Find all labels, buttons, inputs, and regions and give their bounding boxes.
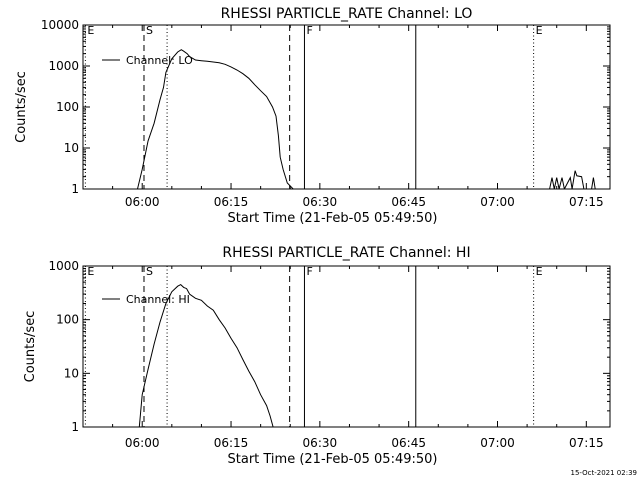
x-tick-label: 07:15 [569, 436, 604, 450]
event-marker-label: F [306, 24, 312, 37]
x-tick-label: 07:00 [480, 195, 515, 209]
x-tick-label: 06:00 [125, 436, 160, 450]
y-tick-label: 10000 [41, 18, 79, 32]
y-axis-label: Counts/sec [14, 71, 29, 143]
series-line-2 [549, 170, 610, 189]
series-line-1 [138, 283, 274, 427]
y-tick-label: 1 [71, 182, 79, 196]
y-axis-label: Counts/sec [23, 311, 38, 383]
x-axis-label: Start Time (21-Feb-05 05:49:50) [228, 211, 438, 226]
legend-label: Channel: LO [126, 54, 193, 67]
series-line-1 [137, 49, 294, 189]
x-tick-label: 06:15 [214, 195, 249, 209]
y-tick-label: 100 [56, 313, 79, 327]
event-marker-label: F [306, 265, 312, 278]
legend-label: Channel: HI [126, 293, 190, 306]
event-marker-label: S [146, 24, 153, 37]
y-tick-label: 1000 [48, 59, 79, 73]
x-tick-label: 07:15 [569, 195, 604, 209]
x-tick-label: 07:00 [480, 436, 515, 450]
y-tick-label: 10 [64, 366, 79, 380]
event-marker-label: E [87, 265, 94, 278]
plot-frame [82, 24, 611, 190]
event-marker-label: E [536, 265, 543, 278]
footer-timestamp: 15-Oct-2021 02:39 [570, 469, 637, 477]
chart-title: RHESSI PARTICLE_RATE Channel: HI [222, 245, 470, 261]
x-tick-label: 06:00 [125, 195, 160, 209]
x-tick-label: 06:45 [391, 436, 426, 450]
y-tick-label: 1 [71, 420, 79, 434]
y-tick-label: 10 [64, 141, 79, 155]
event-marker-label: E [87, 24, 94, 37]
y-tick-label: 100 [56, 100, 79, 114]
x-tick-label: 06:15 [214, 436, 249, 450]
event-marker-label: S [146, 265, 153, 278]
plot-frame [82, 265, 611, 428]
x-tick-label: 06:30 [303, 195, 338, 209]
event-marker-label: E [536, 24, 543, 37]
x-tick-label: 06:30 [303, 436, 338, 450]
x-axis-label: Start Time (21-Feb-05 05:49:50) [228, 452, 438, 467]
x-tick-label: 06:45 [391, 195, 426, 209]
y-tick-label: 1000 [48, 259, 79, 273]
chart-title: RHESSI PARTICLE_RATE Channel: LO [221, 6, 473, 22]
